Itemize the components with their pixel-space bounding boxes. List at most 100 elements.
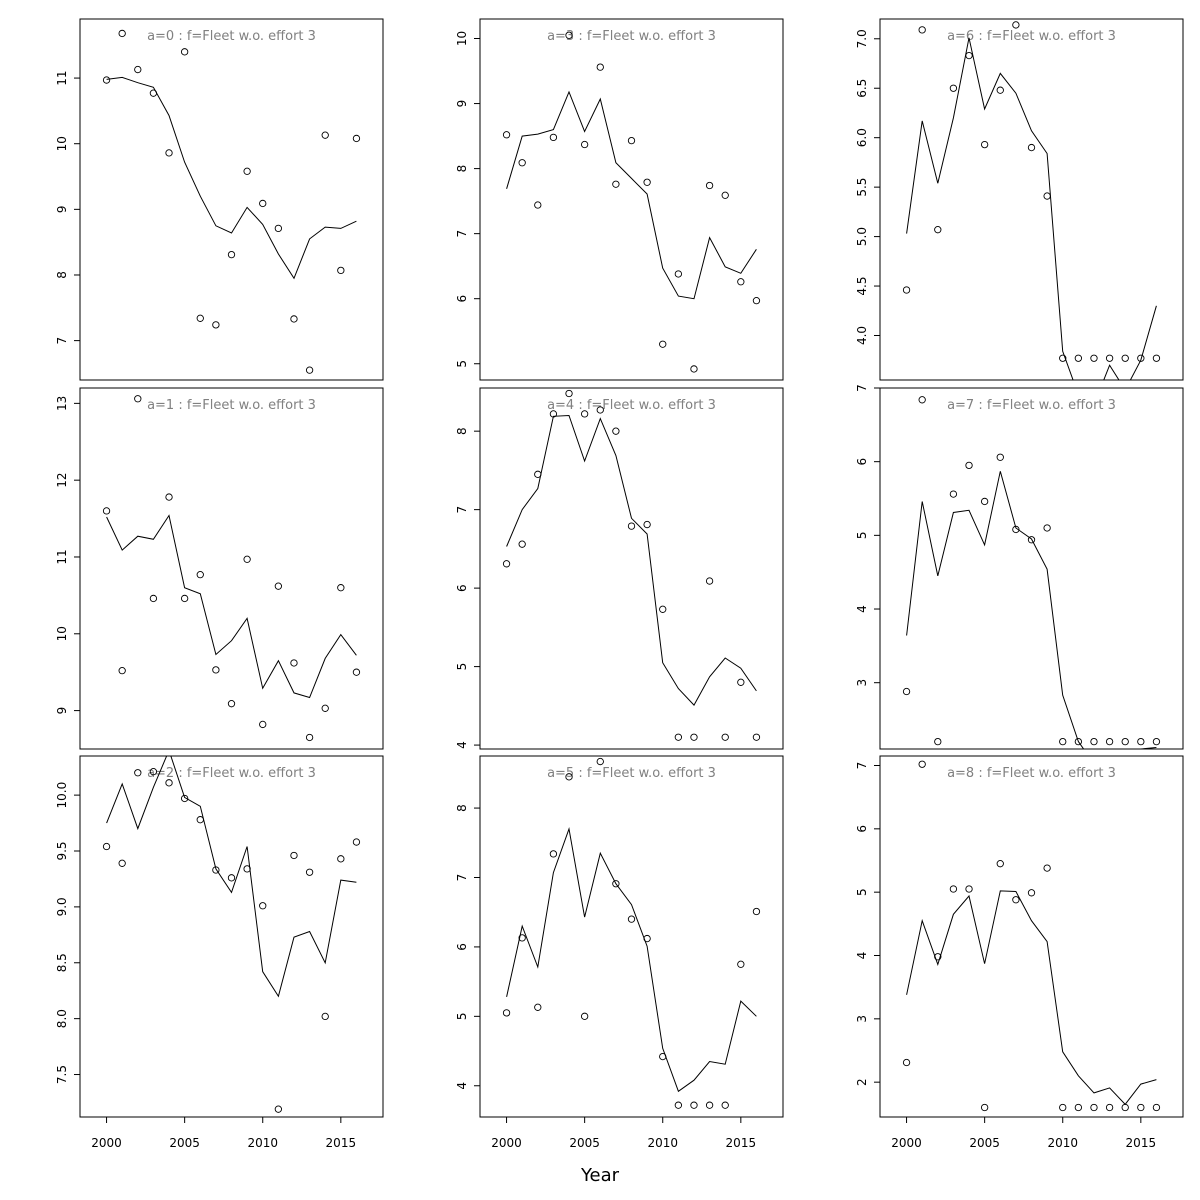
observed-point bbox=[902, 687, 911, 696]
observed-point bbox=[659, 1052, 667, 1061]
observed-point bbox=[1012, 21, 1020, 29]
panel-0: a=0 : f=Fleet w.o. effort 3 7 8 9 10 11 bbox=[55, 18, 384, 381]
y-tick-label: 6.5 bbox=[855, 79, 869, 98]
observed-point bbox=[243, 167, 251, 175]
observed-point bbox=[1137, 737, 1145, 746]
observed-point bbox=[337, 855, 345, 863]
panel-frame bbox=[479, 387, 784, 750]
observed-point bbox=[1137, 1103, 1145, 1112]
observed-point bbox=[752, 296, 761, 305]
observed-point bbox=[518, 159, 526, 167]
observed-point bbox=[518, 540, 526, 548]
y-tick-label: 7.5 bbox=[55, 1065, 69, 1084]
observed-point bbox=[134, 395, 142, 403]
fitted-line bbox=[506, 90, 757, 300]
panel-frame bbox=[79, 387, 384, 750]
y-tick-label: 7 bbox=[855, 384, 869, 392]
observed-point bbox=[1043, 524, 1051, 532]
observed-point bbox=[643, 520, 651, 529]
observed-point bbox=[674, 270, 683, 278]
y-tick-label: 10.0 bbox=[55, 782, 69, 809]
observed-point bbox=[165, 493, 173, 501]
panel-frame bbox=[79, 18, 384, 381]
observed-point bbox=[690, 1101, 698, 1109]
observed-point bbox=[659, 605, 667, 613]
observed-point bbox=[565, 389, 573, 398]
x-tick-label: 2015 bbox=[726, 1136, 757, 1150]
panel-frame bbox=[479, 18, 784, 381]
observed-point bbox=[290, 659, 298, 667]
observed-point bbox=[305, 366, 314, 374]
observed-point bbox=[165, 149, 173, 157]
y-tick-label: 10 bbox=[55, 626, 69, 641]
x-tick-label: 2005 bbox=[169, 1136, 200, 1150]
panel-frame bbox=[879, 387, 1184, 750]
y-tick-label: 2 bbox=[855, 1078, 869, 1086]
observed-point bbox=[705, 1101, 714, 1109]
observed-point bbox=[565, 773, 573, 781]
y-tick-label: 4 bbox=[455, 741, 469, 749]
observed-point bbox=[102, 507, 111, 515]
observed-point bbox=[721, 733, 729, 741]
y-tick-label: 5 bbox=[455, 1013, 469, 1021]
observed-point bbox=[737, 960, 745, 968]
observed-point bbox=[212, 321, 220, 329]
y-tick-label: 6 bbox=[455, 295, 469, 303]
observed-point bbox=[549, 850, 558, 858]
observed-point bbox=[934, 737, 942, 746]
observed-point bbox=[596, 63, 604, 71]
observed-point bbox=[1121, 354, 1129, 362]
observed-point bbox=[643, 178, 651, 186]
observed-point bbox=[212, 666, 220, 674]
observed-point bbox=[549, 410, 558, 418]
x-tick-label: 2010 bbox=[647, 1136, 678, 1150]
observed-point bbox=[902, 286, 911, 294]
x-tick-label: 2010 bbox=[247, 1136, 278, 1150]
panel-title: a=6 : f=Fleet w.o. effort 3 bbox=[947, 29, 1116, 44]
observed-point bbox=[949, 490, 958, 498]
observed-point bbox=[980, 140, 989, 149]
observed-point bbox=[118, 859, 126, 867]
panel-title: a=3 : f=Fleet w.o. effort 3 bbox=[547, 29, 716, 44]
y-tick-label: 8 bbox=[455, 427, 469, 435]
observed-point bbox=[149, 89, 158, 97]
observed-point bbox=[352, 838, 361, 846]
observed-point bbox=[934, 226, 942, 234]
x-tick-label: 2010 bbox=[1047, 1136, 1078, 1150]
observed-point bbox=[580, 140, 589, 149]
panel-6: a=6 : f=Fleet w.o. effort 3 4.0 4.5 5.0 5.5 6… bbox=[855, 18, 1184, 381]
observed-point bbox=[918, 396, 926, 404]
observed-point bbox=[243, 865, 251, 873]
y-tick-label: 4.5 bbox=[855, 276, 869, 295]
y-tick-label: 7 bbox=[55, 337, 69, 345]
y-tick-label: 7 bbox=[455, 230, 469, 238]
observed-point bbox=[212, 866, 220, 874]
observed-point bbox=[690, 733, 698, 741]
observed-point bbox=[180, 48, 189, 56]
observed-point bbox=[196, 816, 204, 824]
observed-point bbox=[996, 86, 1004, 94]
observed-point bbox=[259, 199, 267, 208]
fitted-line bbox=[906, 471, 1157, 749]
observed-point bbox=[705, 181, 714, 190]
y-tick-label: 8 bbox=[455, 804, 469, 812]
observed-point bbox=[290, 315, 298, 323]
observed-point bbox=[502, 560, 511, 568]
observed-point bbox=[1152, 354, 1161, 362]
observed-point bbox=[321, 1012, 329, 1021]
panel-title: a=5 : f=Fleet w.o. effort 3 bbox=[547, 766, 716, 781]
observed-point bbox=[180, 594, 189, 603]
observed-point bbox=[737, 678, 745, 686]
observed-point bbox=[227, 250, 236, 259]
observed-point bbox=[1121, 737, 1129, 746]
observed-point bbox=[612, 427, 620, 435]
y-tick-label: 9.5 bbox=[55, 841, 69, 860]
x-tick-label: 2005 bbox=[969, 1136, 1000, 1150]
y-tick-label: 6.0 bbox=[855, 128, 869, 147]
observed-point bbox=[721, 1101, 729, 1109]
panel-3: a=3 : f=Fleet w.o. effort 3 5 6 7 8 9 10 bbox=[455, 18, 784, 381]
observed-point bbox=[274, 224, 283, 233]
panel-7: a=7 : f=Fleet w.o. effort 3 3 4 5 6 7 bbox=[855, 384, 1184, 750]
panel-2: a=2 : f=Fleet w.o. effort 3 7.5 8.0 8.5 9.0 9… bbox=[55, 755, 384, 1150]
